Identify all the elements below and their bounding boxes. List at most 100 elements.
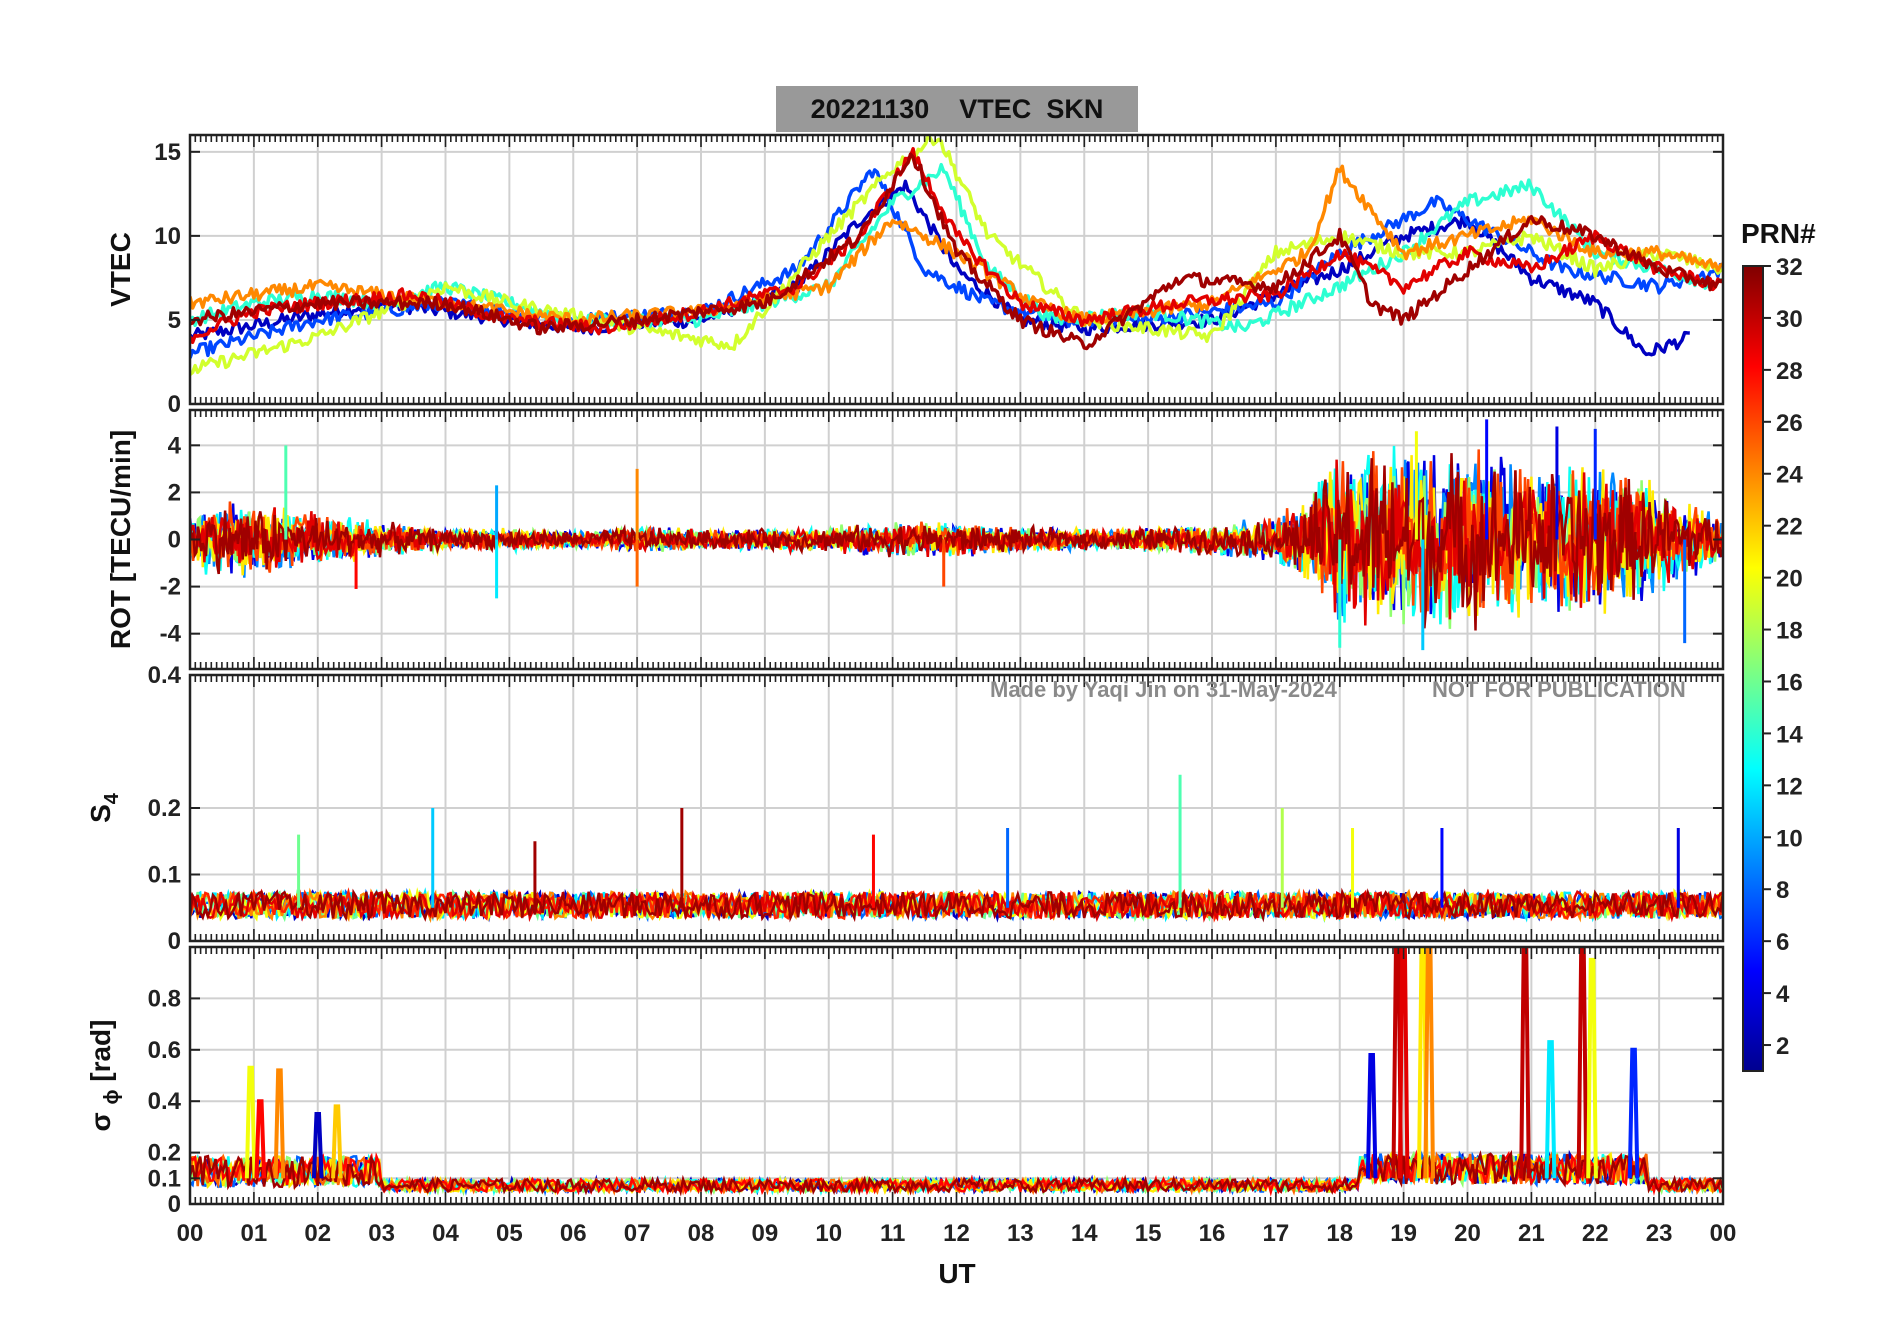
x-tick-label: 22: [1582, 1220, 1609, 1247]
y-tick-label: 0.8: [148, 985, 181, 1012]
y-tick-label: 2: [168, 479, 181, 506]
colorbar-tick-label: 8: [1776, 877, 1789, 904]
colorbar-tick-label: 10: [1776, 825, 1803, 852]
y-tick-label: -2: [160, 574, 181, 601]
x-tick-label: 11: [880, 1220, 905, 1247]
y-tick-label: 0.1: [148, 862, 181, 889]
x-tick-label: 20: [1454, 1220, 1481, 1247]
sigma-burst: [1544, 1040, 1557, 1179]
x-tick-label: 00: [177, 1220, 204, 1247]
colorbar-tick-label: 24: [1776, 462, 1803, 489]
minor-ticks-vtec: [189, 135, 1724, 404]
colorbar-tick-label: 12: [1776, 773, 1803, 800]
x-tick-label: 18: [1326, 1220, 1353, 1247]
x-tick-label: 01: [241, 1220, 268, 1247]
y-axis-sigma_phi: 00.10.2 0.4 0.6 0.8: [148, 985, 1723, 1218]
sigma-series-prn-31: [190, 1149, 1723, 1197]
vtec-series-prn-31: [190, 152, 1723, 351]
title-product: VTEC: [959, 93, 1032, 124]
colorbar-tick-label: 14: [1776, 721, 1803, 748]
data-s4: [190, 774, 1723, 924]
data-rot: [190, 419, 1723, 651]
y-tick-label: -4: [160, 621, 182, 648]
x-tick-label: 21: [1518, 1220, 1545, 1247]
s4-series-prn-31: [190, 887, 1723, 923]
x-tick-label: 09: [752, 1220, 779, 1247]
y-label-sub: ϕ: [101, 1090, 123, 1105]
panel-vtec: 0 5 10 15 VTEC: [105, 133, 1725, 418]
y-tick-label: 0.6: [148, 1037, 181, 1064]
y-tick-label: 0: [168, 1191, 181, 1218]
y-axis-vtec: 0 5 10 15: [154, 139, 1723, 418]
y-tick-label: 0: [168, 527, 181, 554]
y-label-sub: 4: [101, 792, 123, 804]
x-tick-label: 13: [1007, 1220, 1034, 1247]
colorbar-label: PRN#: [1741, 218, 1816, 249]
x-tick-label: 12: [943, 1220, 970, 1247]
colorbar-tick-label: 16: [1776, 669, 1803, 696]
sigma-burst: [1519, 947, 1531, 1179]
rot-series-prn-9: [190, 459, 1723, 620]
x-tick-label: 05: [496, 1220, 523, 1247]
sigma-burst: [311, 1112, 324, 1179]
sigma-burst: [244, 1065, 257, 1179]
x-tick-label: 00: [1710, 1220, 1737, 1247]
title-date: 20221130: [810, 93, 930, 124]
data-vtec: [190, 135, 1723, 376]
y-tick-label: 0.2: [148, 1140, 181, 1167]
y-axis-label-vtec: VTEC: [105, 232, 136, 307]
sigma-burst: [1397, 947, 1410, 1179]
x-tick-label: 15: [1135, 1220, 1162, 1247]
y-axis-label-rot: ROT [TECU/min]: [105, 430, 136, 649]
sigma-burst: [254, 1099, 267, 1179]
minor-ticks-rot: [189, 410, 1724, 669]
y-tick-label: 0.2: [148, 795, 181, 822]
x-tick-label: 10: [815, 1220, 842, 1247]
minor-ticks-s4: [189, 675, 1724, 941]
sigma-burst: [1365, 1052, 1378, 1179]
watermark: Made by Yaqi Jin on 31-May-2024 NOT FOR …: [990, 677, 1686, 702]
sigma-burst: [1586, 957, 1598, 1179]
y-tick-label: 10: [154, 223, 181, 250]
y-tick-label: 5: [168, 307, 181, 334]
colorbar-tick-label: 4: [1776, 981, 1790, 1008]
sigma-burst: [1627, 1047, 1640, 1179]
title-station: SKN: [1046, 93, 1104, 124]
y-tick-label: 0.4: [148, 1088, 182, 1115]
vtec-series-prn-19: [190, 135, 1723, 376]
colorbar-tick-label: 20: [1776, 566, 1803, 593]
y-tick-label: 0: [168, 391, 181, 418]
x-tick-label: 23: [1646, 1220, 1673, 1247]
panel-rot: -4 -2 0 2 4 ROT [TECU/min]: [105, 408, 1725, 671]
panel-sigma_phi: 00.10.2 0.4 0.6 0.8 σ ϕ [rad]: [85, 945, 1725, 1218]
x-tick-label: 02: [304, 1220, 331, 1247]
sigma-burst: [1423, 947, 1436, 1179]
watermark-notice: NOT FOR PUBLICATION: [1432, 677, 1686, 702]
figure-title: 20221130 VTEC SKN: [776, 86, 1138, 132]
sigma-burst: [273, 1068, 286, 1179]
y-tick-label: 0: [168, 928, 181, 955]
colorbar-tick-label: 26: [1776, 410, 1803, 437]
colorbar-bar: [1742, 265, 1764, 1072]
y-axis-rot: -4 -2 0 2 4: [160, 432, 1723, 648]
x-tick-label: 14: [1071, 1220, 1098, 1247]
y-tick-label: 4: [168, 432, 182, 459]
sigma-burst: [1576, 947, 1589, 1179]
y-tick-label: 0.1: [148, 1165, 181, 1192]
x-tick-label: 17: [1263, 1220, 1290, 1247]
x-tick-label: 06: [560, 1220, 587, 1247]
y-label-unit: [rad]: [85, 1020, 116, 1090]
y-tick-label: 0.4: [148, 662, 182, 689]
y-tick-label: 15: [154, 139, 181, 166]
colorbar-tick-label: 30: [1776, 306, 1803, 333]
x-tick-label: 04: [432, 1220, 459, 1247]
x-axis-label: UT: [938, 1258, 975, 1289]
colorbar-tick-label: 2: [1776, 1033, 1789, 1060]
panel-s4: 0 0.1 0.2 0.4 S4: [85, 662, 1725, 955]
x-tick-label: 08: [688, 1220, 715, 1247]
rot-series-prn-31: [190, 453, 1723, 631]
x-tick-label: 03: [368, 1220, 395, 1247]
colorbar-tick-label: 32: [1776, 254, 1803, 281]
